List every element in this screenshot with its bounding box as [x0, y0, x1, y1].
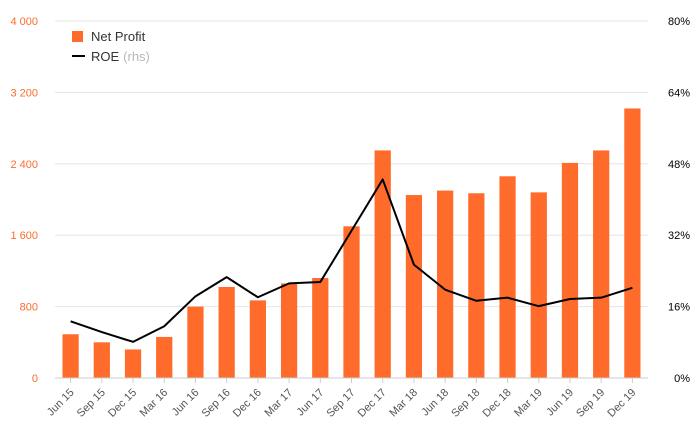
right-axis-tick-label: 0%	[674, 373, 690, 385]
legend-item-net-profit: Net Profit	[72, 26, 150, 46]
legend-label-roe: ROE	[91, 48, 120, 64]
right-axis-tick-label: 48%	[668, 159, 690, 171]
x-axis-tick-label: Mar 18	[387, 387, 420, 420]
legend: Net Profit ROE (rhs)	[72, 26, 150, 66]
x-axis-tick-label: Mar 19	[512, 387, 545, 420]
x-axis-tick-label: Dec 18	[481, 387, 514, 420]
bar	[624, 108, 641, 378]
bar	[156, 336, 173, 378]
bar	[343, 226, 360, 378]
bar	[124, 349, 142, 378]
x-axis-tick-label: Sep 16	[200, 387, 233, 420]
bar	[312, 278, 329, 378]
x-axis-tick-label: Dec 15	[106, 387, 139, 420]
bar	[405, 195, 423, 378]
bar	[218, 286, 235, 378]
bar	[93, 342, 110, 378]
x-axis-tick-label: Jun 15	[45, 387, 77, 419]
bar	[437, 190, 454, 378]
left-axis-tick-label: 3 200	[10, 87, 38, 99]
right-axis-tick-label: 80%	[668, 16, 690, 28]
x-axis-tick-label: Dec 19	[605, 387, 638, 420]
legend-swatch-net-profit	[72, 30, 83, 42]
left-axis-tick-label: 2 400	[10, 159, 38, 171]
x-axis-tick-label: Sep 18	[449, 387, 482, 420]
x-axis-tick-label: Jun 16	[170, 387, 202, 419]
x-axis-tick-label: Dec 16	[231, 387, 264, 420]
right-axis-tick-label: 16%	[668, 302, 690, 314]
left-axis-tick-label: 4 000	[10, 16, 38, 28]
legend-item-roe: ROE (rhs)	[72, 46, 150, 66]
right-axis-tick-label: 64%	[668, 87, 690, 99]
x-axis-tick-label: Sep 17	[324, 387, 357, 420]
x-axis-tick-label: Jun 19	[544, 387, 576, 419]
x-axis-tick-label: Dec 17	[356, 387, 389, 420]
bar	[593, 150, 610, 378]
legend-label-roe-suffix: (rhs)	[123, 48, 150, 64]
bar	[62, 334, 79, 378]
x-axis-tick-label: Jun 17	[295, 387, 327, 419]
bar	[530, 192, 547, 378]
x-axis-tick-label: Mar 16	[138, 387, 171, 420]
left-axis-tick-label: 0	[32, 373, 38, 385]
right-axis-tick-label: 32%	[668, 230, 690, 242]
bar	[468, 193, 485, 378]
bar	[374, 150, 391, 378]
bar	[561, 162, 579, 378]
legend-label-net-profit: Net Profit	[91, 28, 146, 44]
x-axis-tick-label: Mar 17	[262, 387, 295, 420]
bar	[249, 300, 266, 378]
bar	[499, 176, 516, 378]
x-axis-tick-label: Sep 15	[75, 387, 108, 420]
x-axis-tick-label: Jun 18	[419, 387, 451, 419]
left-axis-tick-label: 1 600	[10, 230, 38, 242]
bar	[280, 283, 298, 378]
x-axis-tick-label: Sep 19	[574, 387, 607, 420]
bar	[187, 306, 204, 378]
left-axis-tick-label: 800	[20, 302, 38, 314]
legend-swatch-roe	[72, 55, 85, 57]
